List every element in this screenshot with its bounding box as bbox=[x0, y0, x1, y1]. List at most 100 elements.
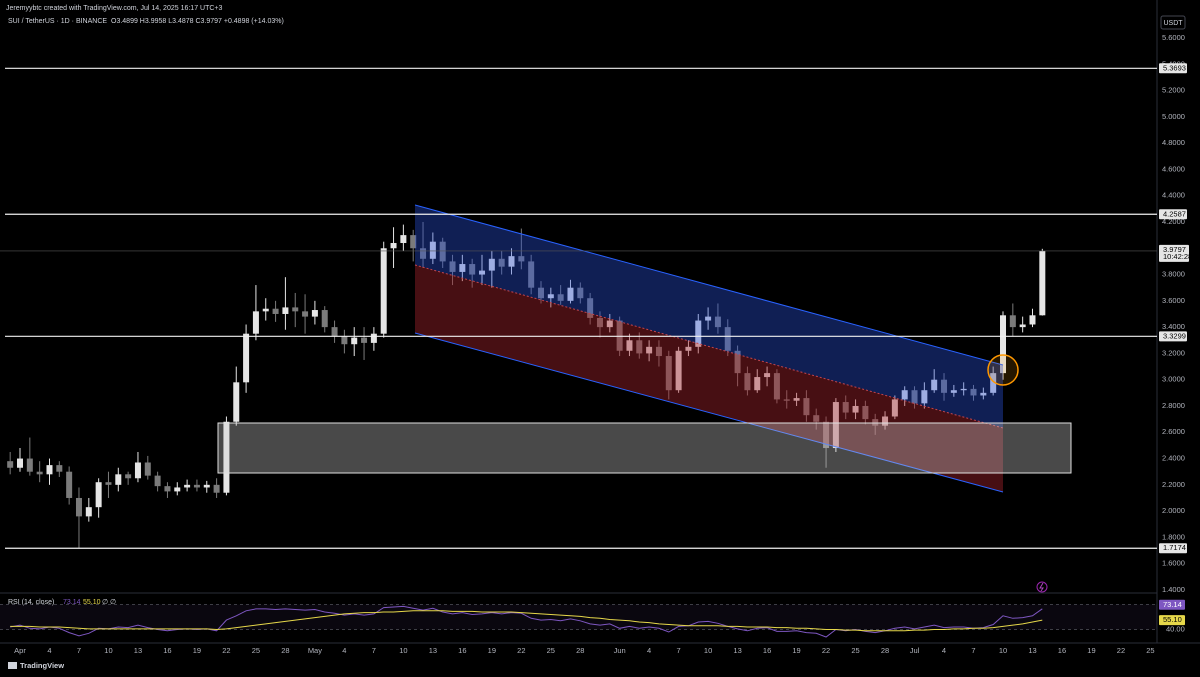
indicator-extra: ∅ ∅ bbox=[102, 599, 116, 606]
level-label-box bbox=[1159, 331, 1187, 342]
candle-body bbox=[498, 258, 505, 267]
candle-body bbox=[1019, 324, 1026, 328]
candle-body bbox=[518, 256, 525, 262]
candle-body bbox=[193, 484, 200, 488]
channel-line bbox=[414, 204, 1004, 366]
rsi-value-label: 73.14 bbox=[1163, 600, 1182, 609]
candle-body bbox=[341, 336, 348, 345]
candle-body bbox=[26, 458, 33, 472]
channel-mid bbox=[414, 264, 1004, 429]
candle-body bbox=[911, 390, 918, 404]
x-tick-label: 4 bbox=[47, 646, 51, 655]
x-tick-label: 10 bbox=[399, 646, 407, 655]
y-tick-label: 3.8000 bbox=[1162, 270, 1185, 279]
candle-body bbox=[547, 294, 554, 299]
candle-body bbox=[675, 350, 682, 391]
candle-body bbox=[872, 419, 879, 426]
rsi-band bbox=[0, 604, 1157, 630]
x-tick-label: 13 bbox=[1028, 646, 1036, 655]
x-tick-label: 28 bbox=[576, 646, 584, 655]
y-tick-label: 4.2000 bbox=[1162, 217, 1185, 226]
x-tick-label: 22 bbox=[517, 646, 525, 655]
price-label: 3.9797 bbox=[1163, 245, 1186, 254]
candle-body bbox=[154, 475, 161, 487]
y-tick-label: 2.8000 bbox=[1162, 401, 1185, 410]
candle-body bbox=[292, 307, 299, 312]
x-tick-label: Jun bbox=[614, 646, 626, 655]
labels: 1.4000 1.6000 1.8000 2.0000 2.2000 2.4000 2.60… bbox=[0, 33, 1192, 655]
candle-body bbox=[970, 388, 977, 396]
candle-body bbox=[429, 241, 436, 259]
candle-body bbox=[626, 340, 633, 351]
x-tick-label: Apr bbox=[14, 646, 26, 655]
logo-icon bbox=[8, 662, 17, 669]
x-tick-label: 25 bbox=[252, 646, 260, 655]
x-tick-label: 22 bbox=[222, 646, 230, 655]
candle-body bbox=[734, 350, 741, 374]
candle-body bbox=[7, 461, 14, 468]
level-label-box bbox=[1159, 63, 1187, 74]
candle-body bbox=[891, 399, 898, 417]
candle-body bbox=[862, 405, 869, 420]
y-tick-label: 5.6000 bbox=[1162, 33, 1185, 42]
candle-body bbox=[488, 258, 495, 271]
candle-body bbox=[852, 405, 859, 413]
candle-body bbox=[950, 390, 957, 393]
candle-body bbox=[616, 320, 623, 351]
candle-body bbox=[793, 398, 800, 401]
highlight-circle bbox=[987, 354, 1019, 386]
candle-body bbox=[351, 337, 358, 345]
x-tick-label: 4 bbox=[342, 646, 346, 655]
indicator-title: RSI (14, close) bbox=[8, 599, 54, 606]
y-tick-label: 3.6000 bbox=[1162, 296, 1185, 305]
x-tick-label: 16 bbox=[458, 646, 466, 655]
candle-body bbox=[144, 462, 151, 476]
alert-icon bbox=[1039, 582, 1044, 592]
currency[interactable]: USDT bbox=[1163, 20, 1183, 27]
candle-body bbox=[400, 235, 407, 244]
candle-body bbox=[272, 308, 279, 314]
x-tick-label: 25 bbox=[1146, 646, 1154, 655]
x-tick-label: 7 bbox=[677, 646, 681, 655]
y-tick-label: 2.0000 bbox=[1162, 506, 1185, 515]
rsi-tick-label: 40.00 bbox=[1166, 624, 1185, 633]
y-tick-label: 3.0000 bbox=[1162, 375, 1185, 384]
candle-body bbox=[1039, 250, 1046, 316]
symbol-title: SUI / TetherUS · 1D · BINANCE bbox=[8, 18, 107, 25]
x-tick-label: 10 bbox=[704, 646, 712, 655]
candle-body bbox=[882, 416, 889, 426]
level-label: 5.3693 bbox=[1163, 63, 1186, 72]
candle-body bbox=[95, 482, 102, 508]
candle-body bbox=[449, 261, 456, 272]
x-tick-label: Jul bbox=[910, 646, 920, 655]
candle-body bbox=[960, 388, 967, 391]
candle-body bbox=[125, 474, 132, 479]
alert-icon bbox=[1036, 581, 1048, 593]
candle-body bbox=[596, 317, 603, 328]
level-label-box bbox=[1159, 543, 1187, 554]
candle-body bbox=[813, 415, 820, 422]
candle-body bbox=[773, 373, 780, 400]
candle-body bbox=[174, 487, 181, 492]
candle-body bbox=[243, 333, 250, 383]
attribution: Jeremyybtc created with TradingView.com,… bbox=[6, 5, 223, 12]
candle-body bbox=[203, 484, 210, 488]
x-tick-label: 4 bbox=[942, 646, 946, 655]
candle-body bbox=[508, 256, 515, 267]
candle-body bbox=[577, 287, 584, 299]
x-tick-label: 16 bbox=[763, 646, 771, 655]
candle-body bbox=[469, 264, 476, 275]
y-tick-label: 3.4000 bbox=[1162, 322, 1185, 331]
x-tick-label: 7 bbox=[971, 646, 975, 655]
candle-body bbox=[990, 373, 997, 393]
currency-box[interactable] bbox=[1160, 15, 1186, 30]
candle-body bbox=[705, 316, 712, 321]
x-tick-label: 7 bbox=[77, 646, 81, 655]
candle-body bbox=[587, 298, 594, 318]
y-tick-label: 2.4000 bbox=[1162, 454, 1185, 463]
channel-lower bbox=[415, 265, 1003, 492]
candle-body bbox=[1029, 315, 1036, 325]
candle-body bbox=[184, 484, 191, 488]
candle-body bbox=[75, 497, 82, 517]
candle-body bbox=[370, 333, 377, 343]
